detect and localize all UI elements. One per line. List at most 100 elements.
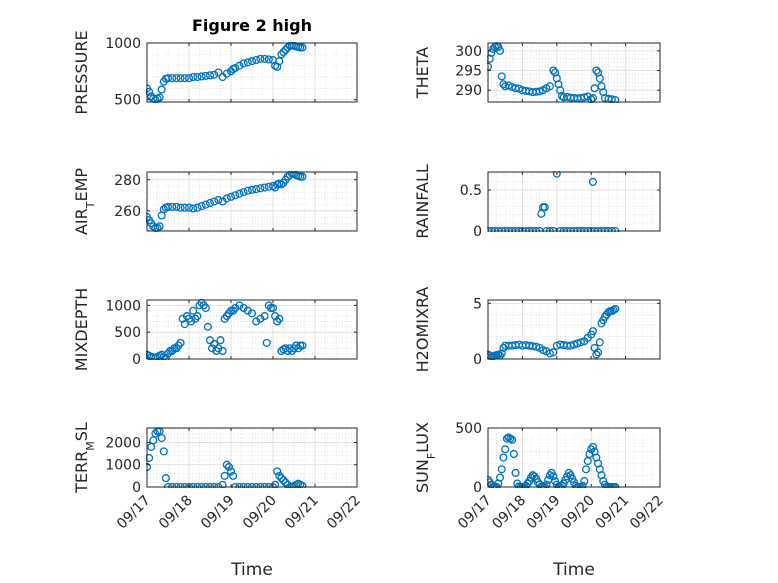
y-tick-label: 300	[455, 44, 482, 60]
data-point	[201, 303, 210, 313]
chart-title: Figure 2 high	[192, 16, 312, 35]
y-axis-label: THETA	[413, 47, 432, 99]
data-point	[239, 59, 248, 68]
data-point	[201, 200, 210, 209]
data-point	[214, 195, 223, 204]
data-point	[210, 70, 219, 79]
data-point	[530, 472, 539, 481]
y-axis-label-text: TERR	[72, 451, 91, 494]
data-point	[235, 189, 244, 198]
data-point	[172, 74, 181, 83]
data-point	[151, 429, 160, 438]
subplot-rainfall: 0 0.5 RAINFALL	[413, 164, 661, 240]
y-tick-label: 260	[114, 204, 141, 220]
data-point	[184, 74, 194, 83]
y-axis-label-text: MIXDEPTH	[72, 288, 91, 371]
y-axis-label: MIXDEPTH	[72, 288, 91, 371]
data-point	[229, 471, 238, 480]
data-point	[499, 343, 508, 352]
data-point	[203, 322, 212, 331]
data-point	[535, 87, 544, 96]
data-point	[588, 327, 597, 336]
data-point	[580, 477, 589, 486]
axes-box	[146, 427, 358, 488]
data-point	[155, 93, 164, 102]
data-point	[592, 66, 601, 75]
data-point	[595, 74, 604, 83]
data-point	[268, 303, 278, 313]
subplot-sun: 0 500 SUNFLUX 09/1709/1809/1909/2009/2109/2…	[413, 421, 667, 580]
data-point	[508, 435, 517, 444]
data-point	[576, 338, 585, 347]
data-point	[157, 433, 166, 443]
data-point	[532, 342, 541, 351]
y-tick-label: 0.5	[460, 183, 482, 199]
data-point	[526, 473, 536, 482]
y-tick-label: 1000	[105, 36, 141, 52]
data-point	[569, 340, 579, 349]
data-point	[501, 445, 510, 454]
data-points	[487, 433, 620, 488]
y-axis-label: PRESSURE	[72, 30, 91, 114]
data-point	[509, 449, 518, 459]
data-point	[511, 468, 520, 477]
axes-background	[488, 43, 660, 102]
data-point	[279, 476, 288, 485]
data-point	[573, 339, 582, 348]
data-point	[216, 336, 225, 345]
data-point	[235, 61, 244, 70]
data-point	[222, 460, 231, 469]
data-point	[298, 341, 307, 350]
data-point	[252, 185, 261, 194]
data-point	[298, 481, 307, 488]
y-tick-label: 0	[132, 480, 141, 496]
x-tick-label: 09/18	[156, 493, 196, 533]
y-tick-label: 5	[473, 296, 482, 312]
data-point	[271, 480, 280, 488]
data-point	[495, 46, 505, 55]
data-point	[552, 171, 561, 178]
data-point	[495, 473, 505, 482]
x-tick-label: 09/21	[593, 493, 633, 533]
data-point	[189, 72, 198, 82]
x-tick-label: 09/19	[198, 493, 238, 533]
x-tick-label: 09/22	[627, 493, 667, 533]
data-point	[247, 185, 257, 194]
y-tick-label: 500	[114, 325, 141, 341]
data-point	[163, 202, 173, 211]
y-axis-label-tail: EMP	[72, 168, 91, 202]
axes-background	[147, 43, 357, 102]
data-point	[277, 474, 286, 483]
data-point	[273, 467, 282, 476]
data-point	[260, 183, 269, 192]
data-point	[189, 204, 198, 213]
y-axis-label-tail: LUX	[413, 422, 432, 453]
subplot-pressure: 500 1000 PRESSURE Figure 2 high	[72, 16, 358, 115]
data-point	[218, 346, 227, 356]
y-axis-label-subscript: F	[425, 453, 438, 459]
data-point	[205, 71, 215, 80]
data-point	[239, 188, 248, 197]
data-point	[146, 87, 154, 96]
y-tick-label: 500	[455, 421, 482, 437]
y-axis-label-text: SUN	[413, 459, 432, 493]
data-point	[214, 68, 223, 77]
x-axis-label: Time	[552, 560, 595, 580]
data-point	[578, 481, 587, 488]
data-point	[537, 482, 546, 488]
data-point	[197, 202, 206, 211]
data-point	[581, 465, 591, 474]
data-point	[256, 184, 265, 193]
y-axis-label: RAINFALL	[413, 164, 432, 239]
data-point	[157, 85, 166, 94]
y-axis-label-text: AIR	[72, 208, 91, 235]
data-point	[180, 203, 189, 212]
y-axis-label: SUNFLUX	[413, 422, 438, 493]
axes-background	[488, 172, 660, 231]
data-point	[540, 203, 549, 212]
data-point	[494, 350, 503, 359]
data-point	[231, 191, 240, 200]
data-point	[184, 203, 194, 212]
data-point	[588, 94, 597, 103]
